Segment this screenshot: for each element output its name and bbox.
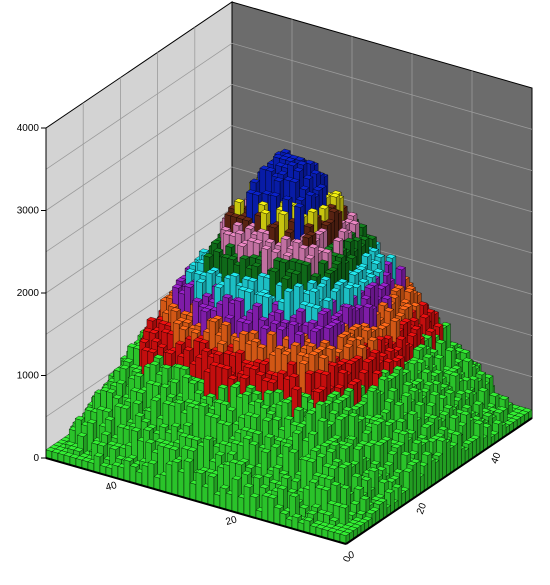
bar-chart-3d: 010002000300040000204002040: [0, 0, 550, 580]
chart-container: 010002000300040000204002040: [0, 0, 550, 580]
